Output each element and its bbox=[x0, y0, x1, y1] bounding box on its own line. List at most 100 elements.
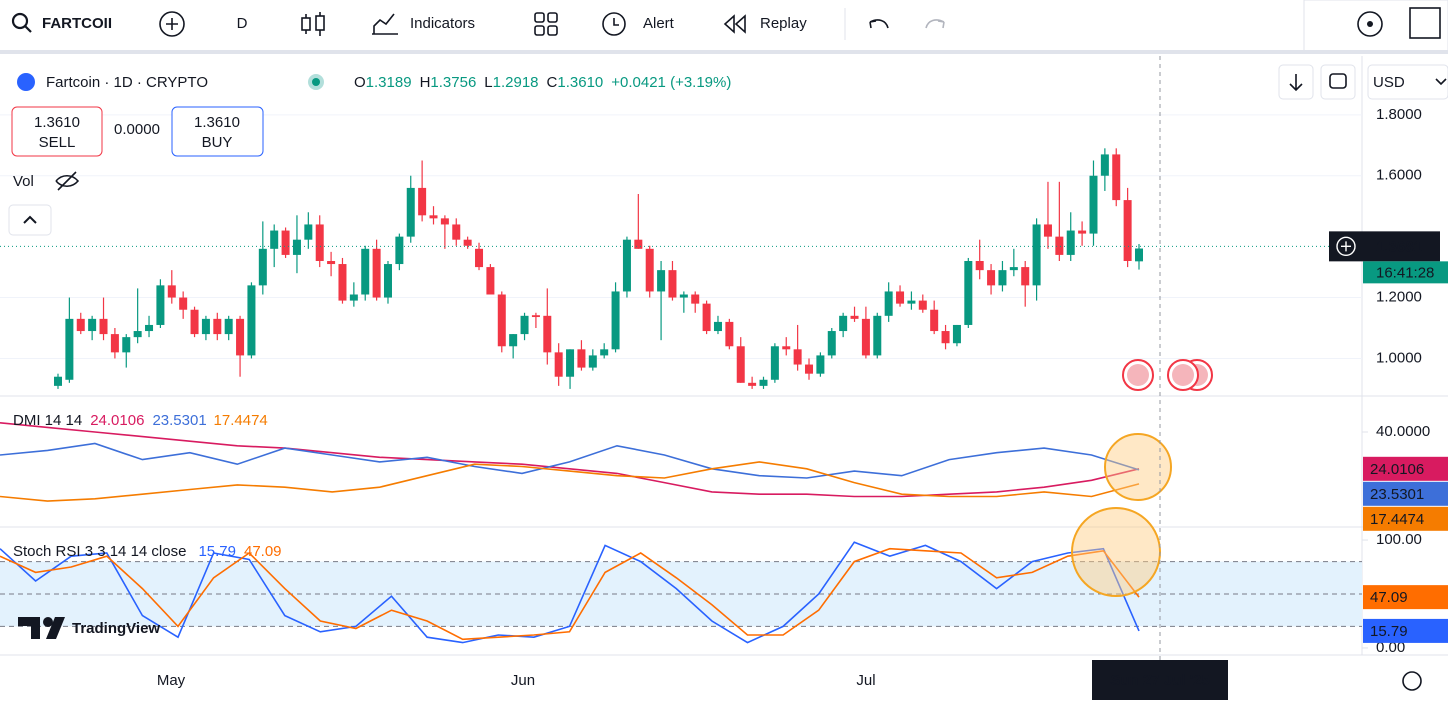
indicator-line bbox=[0, 461, 1140, 502]
high: 1.3756 bbox=[430, 74, 476, 91]
candle-body bbox=[679, 294, 688, 298]
indicator-value-box bbox=[1363, 506, 1448, 531]
add-alert-icon bbox=[1341, 241, 1351, 252]
crosshair-date-box bbox=[1092, 660, 1228, 700]
candle-body bbox=[657, 270, 666, 292]
candle-body bbox=[99, 318, 108, 335]
settings-icon[interactable] bbox=[1357, 11, 1383, 37]
candle-body bbox=[691, 294, 700, 304]
add-alert-icon bbox=[1336, 236, 1356, 257]
symbol[interactable]: FARTCOII bbox=[42, 15, 112, 32]
y-tick-label: 1.0000 bbox=[1376, 349, 1422, 366]
indicator-value: 15.79 bbox=[1370, 623, 1408, 640]
highlight bbox=[1104, 433, 1172, 501]
candle-body bbox=[759, 379, 768, 386]
fullscreen-icon[interactable] bbox=[1409, 7, 1441, 39]
indicators-button[interactable]: Indicators bbox=[410, 15, 475, 32]
sell-button[interactable] bbox=[11, 106, 103, 157]
highlight bbox=[1071, 507, 1161, 597]
candle-body bbox=[1066, 230, 1075, 255]
collapse-button[interactable] bbox=[8, 204, 52, 236]
candle-body bbox=[304, 224, 313, 240]
candle-body bbox=[634, 239, 643, 249]
ohlc-label: L bbox=[484, 74, 492, 91]
indicator-line bbox=[0, 442, 1140, 479]
candle-body bbox=[600, 349, 609, 356]
y-tick-label: 1.8000 bbox=[1376, 106, 1422, 123]
indicator-value-box bbox=[1363, 456, 1448, 481]
collapse-icon bbox=[23, 215, 37, 224]
y-tick-label: 40.0000 bbox=[1376, 423, 1430, 440]
candle-body bbox=[65, 318, 74, 380]
candle-body bbox=[588, 355, 597, 368]
indicator-value: 47.09 bbox=[1370, 589, 1408, 606]
hide-icon[interactable] bbox=[55, 171, 80, 191]
currency-button[interactable] bbox=[1367, 64, 1448, 100]
symbol-logo bbox=[17, 73, 35, 91]
redo-icon[interactable] bbox=[925, 19, 945, 29]
templates-icon[interactable] bbox=[534, 12, 558, 36]
stoch-value: 15.79 bbox=[198, 543, 236, 560]
candle-body bbox=[213, 318, 222, 335]
candle-body bbox=[668, 270, 677, 298]
candle-body bbox=[839, 315, 848, 332]
candle-body bbox=[236, 318, 245, 356]
currency: USD bbox=[1373, 74, 1405, 91]
dmi-legend: DMI 14 14 24.0106 23.5301 17.4474 bbox=[13, 412, 268, 429]
stoch-value: 47.09 bbox=[244, 543, 282, 560]
candle-body bbox=[122, 337, 131, 353]
undo-icon[interactable] bbox=[869, 19, 889, 29]
dmi-title: DMI 14 14 bbox=[13, 412, 82, 429]
candle-body bbox=[167, 285, 176, 298]
alert-button[interactable]: Alert bbox=[643, 15, 675, 32]
candle-body bbox=[1055, 236, 1064, 255]
candle-body bbox=[896, 291, 905, 304]
candle-body bbox=[395, 236, 404, 265]
buy-price: 1.3610 bbox=[194, 114, 240, 131]
search-icon[interactable] bbox=[11, 12, 29, 30]
candle-body bbox=[383, 264, 392, 298]
candle-body bbox=[952, 324, 961, 344]
candle-body bbox=[850, 315, 859, 319]
add-symbol[interactable] bbox=[159, 11, 185, 37]
candle-body bbox=[827, 331, 836, 356]
interval[interactable]: D bbox=[237, 15, 248, 32]
candle-body bbox=[247, 285, 256, 356]
candle-body bbox=[782, 346, 791, 350]
change: +0.0421 (+3.19%) bbox=[611, 74, 731, 91]
candle-body bbox=[930, 309, 939, 332]
x-tick-label: Jul bbox=[856, 672, 875, 689]
indicator-value-box bbox=[1363, 618, 1448, 643]
candle-body bbox=[554, 352, 563, 377]
countdown: 16:41:28 bbox=[1376, 264, 1434, 281]
legend-title: Fartcoin · 1D · CRYPTO bbox=[46, 74, 208, 91]
buy-button[interactable] bbox=[171, 106, 264, 157]
candle-body bbox=[873, 315, 882, 356]
band bbox=[0, 561, 1362, 627]
candle-body bbox=[531, 315, 540, 318]
candle-body bbox=[338, 264, 347, 301]
alert-icon[interactable] bbox=[602, 12, 626, 36]
candle-body bbox=[577, 349, 586, 368]
candle-body bbox=[509, 334, 518, 347]
x-tick-label: Jun bbox=[511, 672, 535, 689]
add-symbol-icon bbox=[166, 18, 178, 30]
candle-body bbox=[543, 315, 552, 353]
replay-button[interactable]: Replay bbox=[760, 15, 807, 32]
candle-body bbox=[258, 248, 267, 286]
candle-body bbox=[315, 224, 324, 261]
candle-body bbox=[748, 382, 757, 386]
layout-button[interactable] bbox=[1320, 64, 1356, 100]
indicators-icon[interactable] bbox=[372, 13, 398, 35]
candle-body bbox=[179, 297, 188, 310]
market-status bbox=[312, 78, 320, 86]
candle-body bbox=[713, 321, 722, 332]
replay-icon[interactable] bbox=[723, 14, 746, 34]
candle-body bbox=[566, 349, 575, 377]
candle-body bbox=[133, 331, 142, 338]
stoch-title: Stoch RSI 3 3 14 14 close bbox=[13, 543, 186, 560]
settings-icon[interactable] bbox=[1402, 671, 1422, 691]
alert-icon bbox=[613, 18, 619, 26]
watermark: TradingView bbox=[72, 620, 160, 637]
